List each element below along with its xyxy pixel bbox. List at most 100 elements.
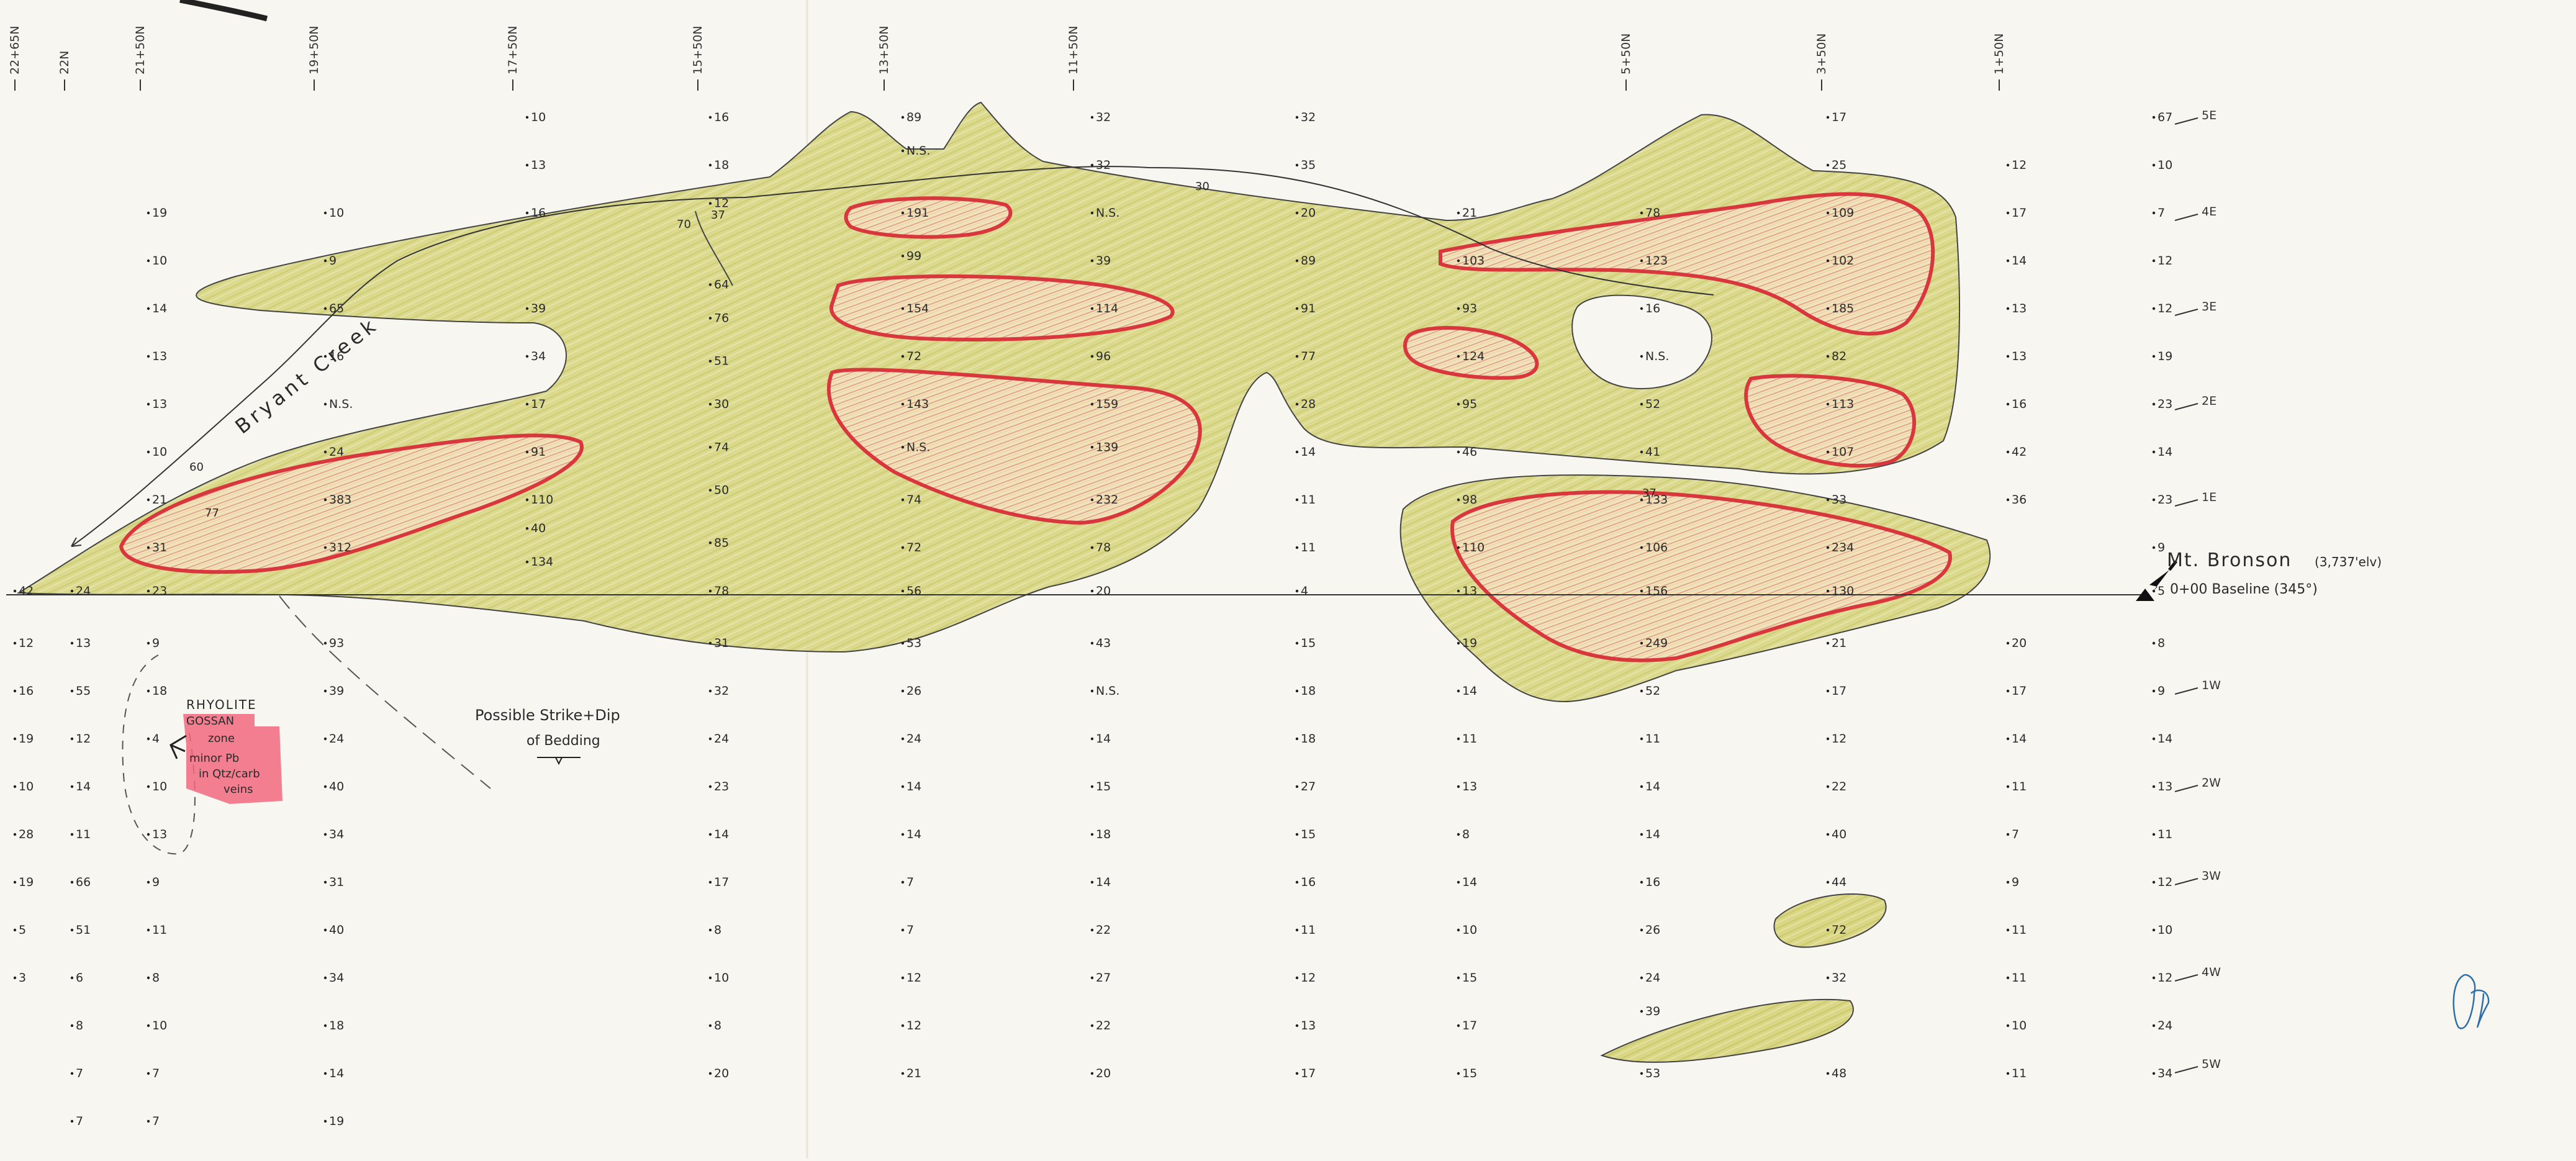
sample-dot [2006,785,2010,788]
sample-value: 39 [531,302,546,315]
sample-value: 13 [152,397,167,411]
line-header-label: 22N [58,51,71,75]
sample-dot [525,163,529,167]
sample-dot [525,211,529,215]
sample-dot [901,641,905,645]
sample-value: 14 [906,780,921,793]
sample-dot [708,163,712,167]
sample-value: 53 [906,636,921,650]
sample-dot [1640,928,1643,932]
sample-value: 14 [76,780,91,793]
sample-dot [13,976,17,980]
sample-dot [2006,498,2010,502]
sample-value: 13 [2012,302,2027,315]
sample-dot [70,928,74,932]
sample-dot [2152,211,2156,215]
sample-dot [901,546,905,549]
sample-value: 24 [1645,971,1660,985]
sample-dot [1457,307,1460,310]
sample-value: 72 [906,541,921,554]
line-header: 22N [58,51,71,75]
sample-value: 43 [1096,636,1111,650]
line-header: 15+50N [691,26,705,75]
sample-value: 14 [1301,445,1316,459]
sample-dot [1826,785,1830,788]
sample-value: 143 [906,397,929,411]
sample-value: 12 [2012,158,2027,172]
sample-value: 32 [1096,158,1111,172]
sample-dot [1457,450,1460,454]
sample-value: 22 [1832,780,1846,793]
sample-dot [1826,737,1830,741]
sample-value: 14 [906,828,921,841]
sample-value: 11 [2012,1067,2027,1080]
edge-label: 2E [2202,394,2217,408]
sample-value: 77 [1301,350,1316,363]
sample-value: 107 [1832,445,1854,459]
sample-dot [1826,355,1830,358]
high-zone-1 [119,433,584,574]
sample-value: 89 [906,111,921,124]
sample-dot [2006,641,2010,645]
sample-value: 17 [1301,1067,1316,1080]
sample-dot [13,641,17,645]
sample-value: 23 [2158,493,2172,507]
sample-dot [1090,1024,1094,1028]
sample-value: 11 [2158,828,2172,841]
gossan-note-line: veins [224,783,253,796]
sample-dot [1090,446,1094,449]
line-header: 3+50N [1815,34,1828,75]
sample-dot [2006,259,2010,263]
sample-dot [708,641,712,645]
sample-dot [323,1072,327,1075]
sample-value: 9 [2012,875,2019,889]
sample-dot [147,785,150,788]
sample-value: 14 [2012,254,2027,268]
sample-value: 22 [1096,923,1111,937]
strike-dip-label-2: of Bedding [526,733,600,749]
sample-dot [1640,307,1643,310]
sample-value: 76 [714,311,729,325]
sample-value: 22 [1096,1019,1111,1032]
line-header: 19+50N [307,26,321,75]
sample-value: 249 [1645,636,1668,650]
sample-dot [13,785,17,788]
baseline-value: 156 [1645,584,1668,598]
sample-value: 78 [1645,206,1660,220]
sample-value: 13 [531,158,546,172]
sample-value: 19 [1462,636,1477,650]
sample-value: 5 [19,923,26,937]
sample-dot [1640,976,1643,980]
sample-dot [2152,450,2156,454]
sample-value: 7 [152,1067,160,1080]
sample-dot [147,1024,150,1028]
sample-value: 17 [531,397,546,411]
sample-dot [1295,163,1299,167]
sample-value: 12 [1301,971,1316,985]
rhyolite-contact [279,595,491,789]
sample-value: 12 [2158,875,2172,889]
sample-value: 15 [1301,636,1316,650]
sample-dot [1826,498,1830,502]
sample-dot [13,589,17,593]
sample-value: 15 [1462,1067,1477,1080]
sample-dot [147,641,150,645]
sample-dot [1090,589,1094,593]
sample-dot [147,546,150,549]
sample-dot [708,115,712,119]
sample-value: 20 [1301,206,1316,220]
strike-dip-note: 37 [1642,487,1656,500]
sample-value: 10 [152,1019,167,1032]
sample-dot [13,928,17,932]
sample-value: 9 [2158,684,2165,698]
sample-value: 7 [152,1114,160,1128]
sample-value: 232 [1096,493,1118,507]
sample-dot [1295,450,1299,454]
sample-value: 13 [152,828,167,841]
sample-value: 10 [152,780,167,793]
sample-value: 185 [1832,302,1854,315]
sample-value: 15 [1301,828,1316,841]
sample-value: 50 [714,484,729,497]
sample-dot [2006,880,2010,884]
